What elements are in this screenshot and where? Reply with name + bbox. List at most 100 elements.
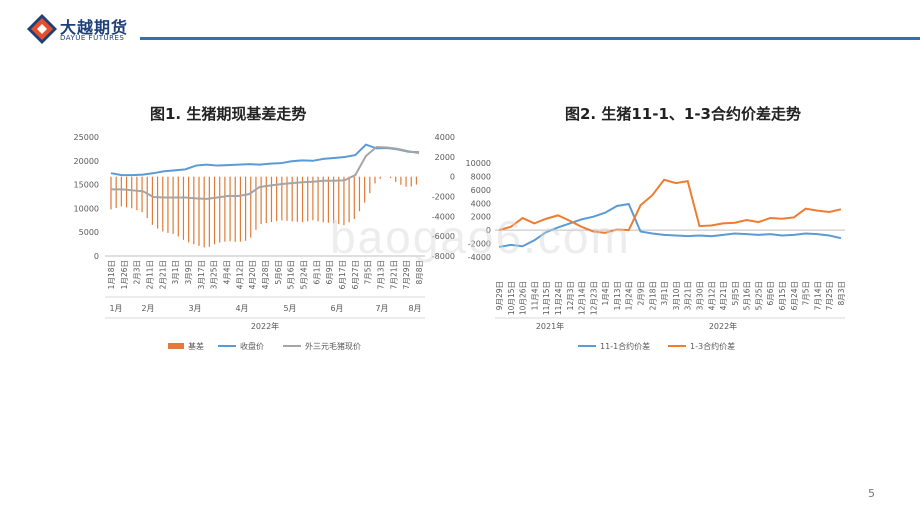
legend-swatch-basis	[168, 343, 184, 349]
brand-logo	[25, 12, 145, 46]
basis-bar	[255, 176, 257, 230]
x-tick-label: 5月24日	[300, 260, 309, 289]
chart2-title: 图2. 生猪11-1、1-3合约价差走势	[565, 105, 801, 123]
x-tick-label: 3月21日	[684, 281, 693, 310]
month-label: 5月	[283, 304, 296, 313]
basis-bar	[125, 176, 128, 208]
basis-bar	[208, 176, 210, 247]
x-tick-label: 6月6日	[766, 281, 775, 306]
basis-bar	[343, 176, 345, 226]
x-tick-label: 4月12日	[235, 260, 244, 289]
x-tick-label: 6月27日	[351, 260, 360, 289]
basis-bar	[213, 176, 216, 245]
basis-bar	[312, 176, 314, 221]
basis-bar	[167, 176, 169, 233]
x-tick-label: 3月9日	[184, 260, 193, 285]
brand-subtitle: DAYUE FUTURES	[60, 34, 125, 42]
basis-bar	[198, 176, 200, 246]
header-divider	[140, 37, 920, 40]
right-axis-tick-label: 0	[450, 173, 455, 182]
chart1-title: 图1. 生猪期现基差走势	[150, 105, 307, 123]
left-axis-tick-label: 25000	[74, 133, 99, 142]
x-tick-label: 12月23日	[589, 281, 598, 315]
x-tick-label: 3月1日	[171, 260, 180, 285]
y-axis-tick-label: 8000	[471, 172, 491, 181]
basis-bar	[151, 176, 154, 225]
basis-bar	[131, 176, 133, 209]
year-label: 2022年	[709, 321, 737, 331]
basis-bar	[156, 176, 159, 229]
basis-bar	[115, 176, 117, 208]
basis-bar	[374, 176, 376, 184]
basis-bar	[301, 176, 304, 223]
x-tick-label: 3月10日	[672, 281, 681, 310]
x-tick-label: 1月4日	[601, 281, 610, 306]
month-label: 2月	[141, 304, 154, 313]
x-tick-label: 7月5日	[364, 260, 373, 285]
basis-bar	[244, 176, 247, 241]
right-axis-tick-label: 4000	[435, 133, 455, 142]
x-tick-label: 6月24日	[790, 281, 799, 310]
basis-bar	[203, 176, 205, 248]
y-axis-tick-label: 2000	[471, 213, 491, 222]
x-tick-label: 11月4日	[530, 281, 539, 310]
basis-bar	[177, 176, 179, 237]
x-tick-label: 7月14日	[813, 281, 822, 310]
x-tick-label: 4月28日	[261, 260, 270, 289]
x-tick-label: 2月11日	[146, 260, 155, 289]
basis-bar	[317, 176, 319, 222]
left-axis-tick-label: 20000	[74, 157, 99, 166]
x-tick-label: 3月30日	[695, 281, 704, 310]
x-tick-label: 2月9日	[637, 281, 646, 306]
x-tick-label: 2月18日	[648, 281, 657, 310]
basis-bar	[276, 176, 278, 222]
x-tick-label: 7月13日	[377, 260, 386, 289]
y-axis-tick-label: -4000	[468, 253, 491, 262]
x-tick-label: 12月14日	[578, 281, 587, 315]
x-tick-label: 3月17日	[197, 260, 206, 289]
month-label: 1月	[109, 304, 122, 313]
basis-bar	[146, 176, 148, 219]
basis-bar	[327, 176, 330, 223]
month-label: 3月	[188, 304, 201, 313]
x-tick-label: 1月24日	[625, 281, 634, 310]
basis-bar	[358, 176, 361, 212]
x-tick-label: 3月25日	[210, 260, 219, 289]
basis-bar	[291, 176, 293, 222]
basis-bar	[188, 176, 190, 243]
right-axis-tick-label: -6000	[432, 232, 455, 241]
right-axis-tick-label: -2000	[432, 193, 455, 202]
x-tick-label: 4月4日	[223, 260, 232, 285]
brand-logo-icon	[27, 14, 57, 44]
right-axis-tick-label: 2000	[435, 153, 455, 162]
x-tick-label: 1月26日	[120, 260, 129, 289]
left-axis-tick-label: 10000	[74, 204, 99, 213]
basis-bar	[270, 176, 273, 223]
basis-bar	[410, 176, 412, 187]
basis-bar	[260, 176, 262, 224]
basis-bar	[307, 176, 309, 222]
brand-name: 大越期货	[60, 18, 129, 37]
x-tick-label: 4月21日	[719, 281, 728, 310]
basis-bar	[286, 176, 288, 221]
year-label: 2022年	[251, 321, 279, 331]
basis-bar	[389, 176, 392, 179]
x-tick-label: 5月5日	[731, 281, 740, 306]
basis-bar	[250, 176, 252, 238]
basis-bar	[400, 176, 402, 185]
basis-bar	[395, 176, 397, 183]
x-tick-label: 1月18日	[107, 260, 116, 289]
y-axis-tick-label: 0	[486, 226, 491, 235]
basis-bar	[110, 176, 112, 210]
x-tick-label: 8月3日	[837, 281, 846, 306]
x-tick-label: 2月21日	[158, 260, 167, 289]
basis-bar	[234, 176, 236, 242]
watermark: baogao6.com	[330, 211, 631, 263]
x-tick-label: 1月13日	[613, 281, 622, 310]
x-tick-label: 7月29日	[402, 260, 411, 289]
x-tick-label: 7月21日	[389, 260, 398, 289]
basis-bar	[353, 176, 355, 219]
x-tick-label: 6月1日	[312, 260, 321, 285]
basis-bar	[348, 176, 350, 223]
page-number: 5	[868, 487, 875, 500]
